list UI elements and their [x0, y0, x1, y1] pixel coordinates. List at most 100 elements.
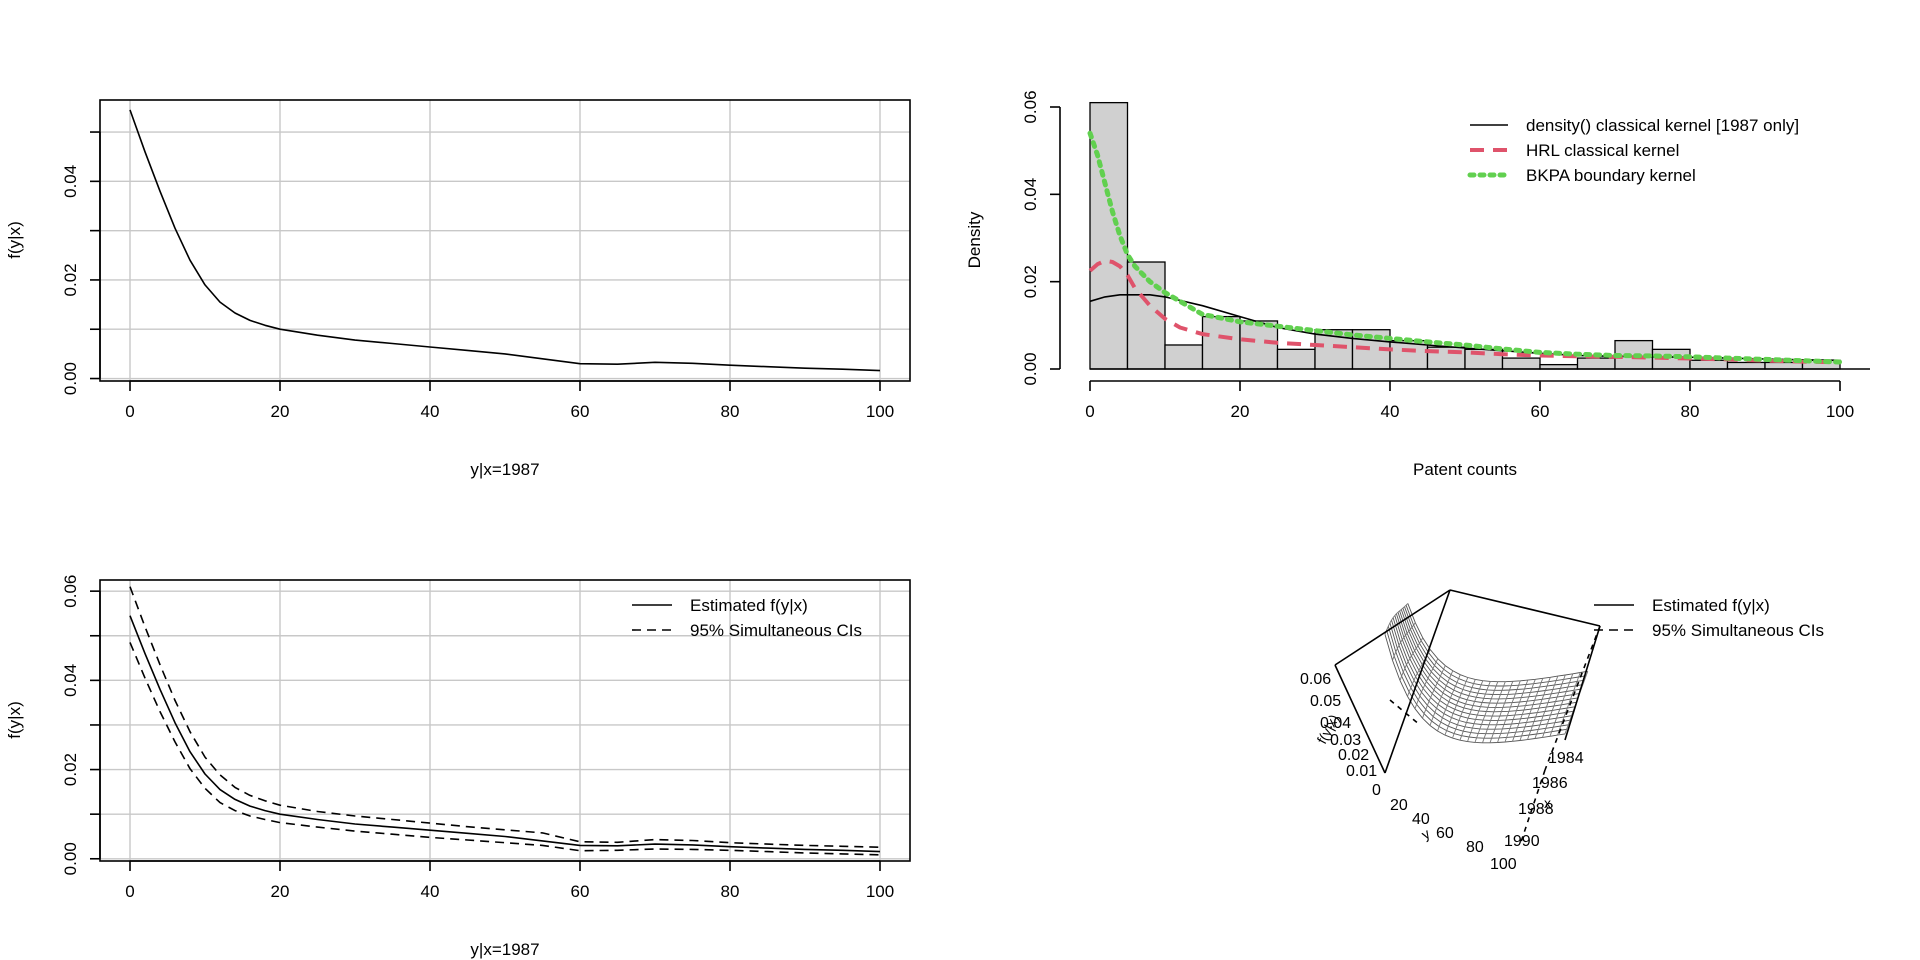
- panel-2-ylabel: Density: [965, 211, 984, 268]
- mesh-line: [1542, 674, 1566, 738]
- y-tick-label: 0.00: [1021, 352, 1040, 385]
- y-tick-label: 1988: [1518, 801, 1554, 818]
- mesh-line: [1444, 677, 1469, 736]
- y-tick-label: 0.04: [61, 165, 80, 198]
- panel-4-x-ticks: 0 20 40 60 80 100 y: [1372, 782, 1517, 873]
- x-tick-label: 40: [1381, 402, 1400, 421]
- mesh-line: [1557, 672, 1581, 736]
- panel-1-xlabel: y|x=1987: [470, 460, 539, 479]
- legend-label-hrl: HRL classical kernel: [1526, 141, 1679, 160]
- panel-3-series: [129, 586, 881, 856]
- histogram-bar: [1276, 348, 1316, 370]
- panel-3-grid: [100, 580, 910, 861]
- panel-1-ylabel: f(y|x): [5, 221, 24, 258]
- histogram-bar: [1501, 357, 1541, 370]
- x-tick-label: 100: [1826, 402, 1854, 421]
- panel-4-z-ticks: 0.06 0.05 0.04 0.03 0.02 0.01 f(y|x): [1300, 671, 1377, 780]
- panel-3-axes: 0 20 40 60 80 100 0.00 0.02 0.04 0.06: [61, 575, 894, 901]
- z-tick-label: 0.04: [1320, 715, 1351, 732]
- y-tick-label: 0.06: [61, 575, 80, 608]
- y-tick-label: 0.00: [61, 362, 80, 395]
- histogram-bar: [1239, 320, 1279, 370]
- mesh-line: [1549, 673, 1574, 737]
- panel-2-legend: density() classical kernel [1987 only] H…: [1467, 116, 1799, 185]
- mesh-line: [1489, 681, 1514, 743]
- mesh-line: [1452, 679, 1476, 739]
- z-tick-label: 0.02: [1338, 747, 1369, 764]
- x-tick-label: 20: [1231, 402, 1250, 421]
- histogram-bar: [1726, 361, 1766, 370]
- mesh-line: [1429, 670, 1454, 726]
- x-tick-label: 0: [1085, 402, 1094, 421]
- mesh-line: [1497, 680, 1521, 743]
- mesh-line: [1389, 622, 1570, 730]
- panel-3-ylabel: f(y|x): [5, 701, 24, 738]
- panel-2-histogram-bars: [1089, 101, 1870, 370]
- mesh-line: [1534, 675, 1559, 739]
- y-tick-label: 0.04: [1021, 178, 1040, 211]
- panel-4-ci-dashes: [1389, 625, 1601, 846]
- x-tick-label: 0: [1372, 782, 1381, 799]
- series-line-0: [129, 109, 881, 372]
- histogram-bar: [1576, 357, 1616, 370]
- x-tick-label: 40: [421, 402, 440, 421]
- series-line-2: [1087, 130, 1843, 365]
- series-line-2: [129, 642, 881, 856]
- mesh-line: [1384, 603, 1409, 635]
- panel-1-density-plot: 0 20 40 60 80 100 0.00 0.02 0.04 y|x=1987 f(y|x): [5, 99, 911, 479]
- mesh-line: [1422, 665, 1446, 719]
- panel-4-legend: Estimated f(y|x) 95% Simultaneous CIs: [1594, 596, 1824, 640]
- z-tick-label: 0.06: [1300, 671, 1331, 688]
- y-tick-label: 0.02: [61, 753, 80, 786]
- series-line-1: [129, 586, 881, 848]
- z-tick-label: 0.01: [1346, 763, 1377, 780]
- x-tick-label: 40: [1412, 811, 1430, 828]
- histogram-bar: [1689, 359, 1729, 370]
- legend-label-density-classical: density() classical kernel [1987 only]: [1526, 116, 1799, 135]
- mesh-line: [1392, 622, 1416, 661]
- series-line-0: [129, 615, 881, 853]
- panel-2-axes: 0 20 40 60 80 100 0.00 0.02 0.04 0.06: [1021, 90, 1854, 421]
- x-tick-label: 80: [1681, 402, 1700, 421]
- histogram-bar: [1201, 315, 1241, 370]
- x-tick-label: 20: [271, 882, 290, 901]
- y-axis-label: x: [1544, 795, 1551, 811]
- mesh-line: [1482, 681, 1506, 743]
- x-tick-label: 80: [721, 402, 740, 421]
- panel-1-axes: 0 20 40 60 80 100 0.00 0.02 0.04: [61, 131, 894, 421]
- series-line-1: [1088, 258, 1841, 365]
- x-tick-label: 60: [1531, 402, 1550, 421]
- panel-1-grid: [100, 100, 910, 381]
- x-tick-label: 40: [421, 882, 440, 901]
- x-tick-label: 60: [1436, 825, 1454, 842]
- x-axis-label: y: [1419, 825, 1433, 842]
- panel-3-confidence-band-plot: 0 20 40 60 80 100 0.00 0.02 0.04 0.06 y|x=1987 f(…: [5, 575, 911, 959]
- y-tick-label: 0.00: [61, 842, 80, 875]
- y-tick-label: 1990: [1504, 833, 1540, 850]
- panel-1-series: [129, 109, 881, 372]
- mesh-line: [1519, 678, 1544, 741]
- mesh-line: [1504, 679, 1529, 743]
- x-tick-label: 20: [1390, 797, 1408, 814]
- panel-3-xlabel: y|x=1987: [470, 940, 539, 959]
- x-tick-label: 100: [866, 882, 894, 901]
- panel-2-xlabel: Patent counts: [1413, 460, 1517, 479]
- z-tick-label: 0.05: [1310, 693, 1341, 710]
- panel-2-series: [1087, 130, 1843, 365]
- y-tick-label: 0.04: [61, 664, 80, 697]
- mesh-line: [1527, 677, 1551, 740]
- legend-label-ci: 95% Simultaneous CIs: [690, 621, 862, 640]
- panel-4-surface-mesh: [1384, 603, 1589, 744]
- x-tick-label: 0: [125, 882, 134, 901]
- panel-1-plot-box: [99, 99, 911, 382]
- x-tick-label: 80: [721, 882, 740, 901]
- panel-4-y-ticks: 1984 1986 1988 1990 x: [1504, 750, 1584, 850]
- y-tick-label: 0.06: [1021, 90, 1040, 123]
- x-tick-label: 0: [125, 402, 134, 421]
- mesh-line: [1399, 637, 1424, 681]
- x-tick-label: 80: [1466, 839, 1484, 856]
- y-tick-label: 0.02: [61, 263, 80, 296]
- mesh-line: [1474, 681, 1499, 743]
- z-tick-label: 0.03: [1330, 732, 1361, 749]
- panel-2-histogram: 0 20 40 60 80 100 0.00 0.02 0.04 0.06 Patent coun…: [965, 90, 1870, 479]
